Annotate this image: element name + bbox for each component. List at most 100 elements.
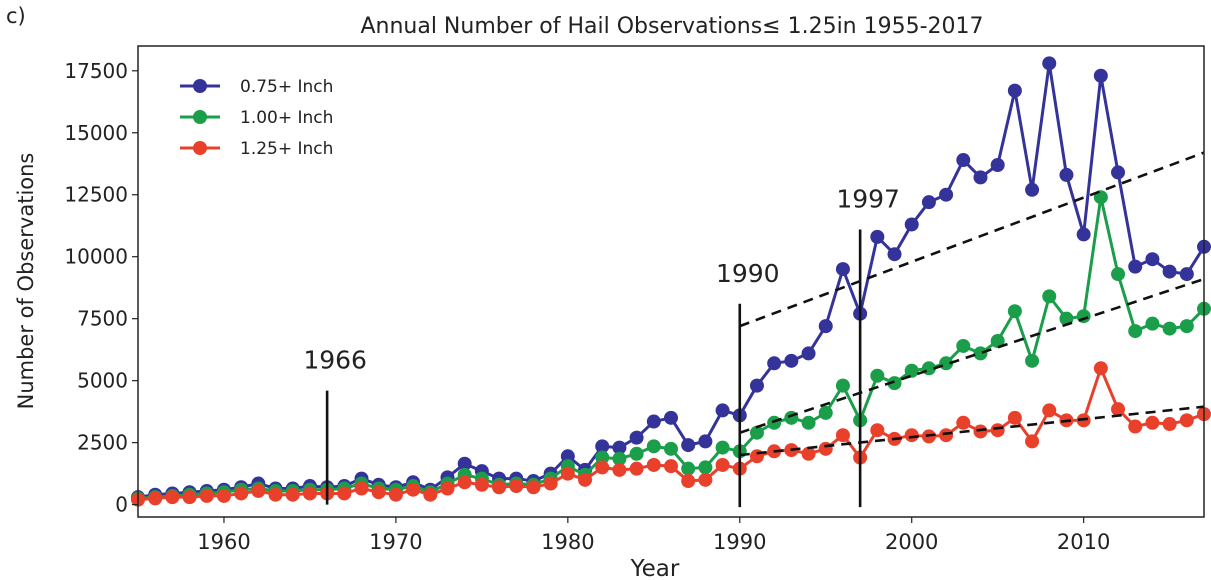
series-3-point bbox=[543, 476, 558, 491]
x-axis-label: Year bbox=[630, 556, 680, 580]
series-1-point bbox=[698, 434, 713, 449]
trend-line-2 bbox=[739, 277, 1205, 434]
series-2-point bbox=[1007, 304, 1022, 319]
series-1-point bbox=[887, 247, 902, 262]
series-1-point bbox=[956, 153, 971, 168]
series-3-point bbox=[1093, 361, 1108, 376]
legend-marker-2 bbox=[193, 110, 207, 124]
series-3-point bbox=[388, 487, 403, 502]
series-2-point bbox=[973, 346, 988, 361]
series-2-point bbox=[818, 405, 833, 420]
series-1-point bbox=[1007, 83, 1022, 98]
series-2-point bbox=[1179, 319, 1194, 334]
series-3-point bbox=[509, 479, 524, 494]
series-1-point bbox=[1042, 56, 1057, 71]
series-3-point bbox=[371, 485, 386, 500]
series-1-point bbox=[939, 187, 954, 202]
series-1-point bbox=[681, 438, 696, 453]
series-1-point bbox=[646, 414, 661, 429]
series-3-point bbox=[492, 480, 507, 495]
series-2-point bbox=[1145, 316, 1160, 331]
annotation-label-1990: 1990 bbox=[716, 259, 780, 288]
series-3-point bbox=[216, 488, 231, 503]
plot-area: 1966 1990 1997 bbox=[131, 56, 1211, 508]
series-line-1 bbox=[137, 61, 1206, 499]
series-3-point bbox=[595, 460, 610, 475]
series-1-point bbox=[784, 353, 799, 368]
y-tick-label: 15000 bbox=[64, 121, 128, 145]
series-3-point bbox=[939, 428, 954, 443]
legend-label-1: 0.75+ Inch bbox=[240, 77, 333, 97]
series-3-point bbox=[612, 462, 627, 477]
chart-title: Annual Number of Hail Observations≤ 1.25… bbox=[360, 14, 983, 39]
series-3-point bbox=[1179, 413, 1194, 428]
series-3-point bbox=[1007, 410, 1022, 425]
legend-marker-3 bbox=[193, 141, 207, 155]
series-2-point bbox=[646, 439, 661, 454]
series-1-point bbox=[835, 262, 850, 277]
series-3-point bbox=[749, 449, 764, 464]
series-1-point bbox=[1128, 259, 1143, 274]
series-1-point bbox=[1162, 264, 1177, 279]
series-3-point bbox=[1128, 419, 1143, 434]
series-1-point bbox=[921, 195, 936, 210]
series-3-point bbox=[664, 459, 678, 474]
series-3-point bbox=[423, 487, 438, 502]
x-tick-label: 1990 bbox=[713, 530, 766, 554]
series-1-point bbox=[973, 170, 988, 185]
series-1-point bbox=[664, 410, 678, 425]
series-3-point bbox=[578, 472, 593, 487]
series-3-point bbox=[234, 486, 249, 501]
series-1-point bbox=[818, 319, 833, 334]
series-3-point bbox=[474, 477, 489, 492]
series-2-point bbox=[835, 378, 850, 393]
series-3-point bbox=[715, 457, 730, 472]
series-1-point bbox=[870, 229, 885, 244]
series-1-point bbox=[801, 346, 816, 361]
series-3-point bbox=[440, 481, 455, 496]
series-1-point bbox=[1111, 165, 1126, 180]
series-3-point bbox=[956, 415, 971, 430]
series-3-point bbox=[285, 487, 300, 502]
series-3-point bbox=[646, 457, 661, 472]
series-2-point bbox=[870, 368, 885, 383]
x-tick-label: 2010 bbox=[1057, 530, 1110, 554]
series-1-point bbox=[629, 430, 644, 445]
series-3-point bbox=[629, 461, 644, 476]
series-1-point bbox=[612, 440, 627, 455]
series-2-point bbox=[801, 415, 816, 430]
series-3-point bbox=[560, 466, 575, 481]
series-3-point bbox=[302, 486, 317, 501]
series-1-point bbox=[990, 157, 1005, 172]
series-3-point bbox=[148, 491, 163, 506]
plot-frame bbox=[137, 45, 1205, 518]
series-2-point bbox=[1042, 289, 1057, 304]
legend-marker-1 bbox=[193, 79, 207, 93]
series-2-point bbox=[664, 441, 678, 456]
series-1-point bbox=[1076, 227, 1091, 242]
y-tick-label: 17500 bbox=[64, 59, 128, 83]
series-line-3 bbox=[137, 366, 1205, 502]
x-tick-label: 2000 bbox=[885, 530, 938, 554]
series-1-point bbox=[595, 439, 610, 454]
series-1-point bbox=[457, 456, 472, 471]
y-tick-label: 5000 bbox=[77, 369, 128, 393]
panel-label: c) bbox=[6, 4, 26, 28]
series-1-point bbox=[1179, 267, 1194, 282]
series-3-point bbox=[406, 482, 421, 497]
x-tick-label: 1960 bbox=[197, 530, 250, 554]
x-tick-label: 1980 bbox=[541, 530, 594, 554]
series-1-point bbox=[1059, 167, 1074, 182]
series-3-point bbox=[268, 487, 283, 502]
series-1-point bbox=[767, 356, 782, 371]
y-tick-label: 2500 bbox=[77, 431, 128, 455]
series-3-point bbox=[904, 428, 919, 443]
series-3-point bbox=[526, 480, 541, 495]
series-1-point bbox=[715, 403, 730, 418]
series-3-point bbox=[251, 483, 266, 498]
series-1-point bbox=[749, 378, 764, 393]
series-2-point bbox=[990, 333, 1005, 348]
y-tick-label: 12500 bbox=[64, 183, 128, 207]
annotation-label-1966: 1966 bbox=[303, 346, 367, 375]
series-3-point bbox=[698, 472, 713, 487]
